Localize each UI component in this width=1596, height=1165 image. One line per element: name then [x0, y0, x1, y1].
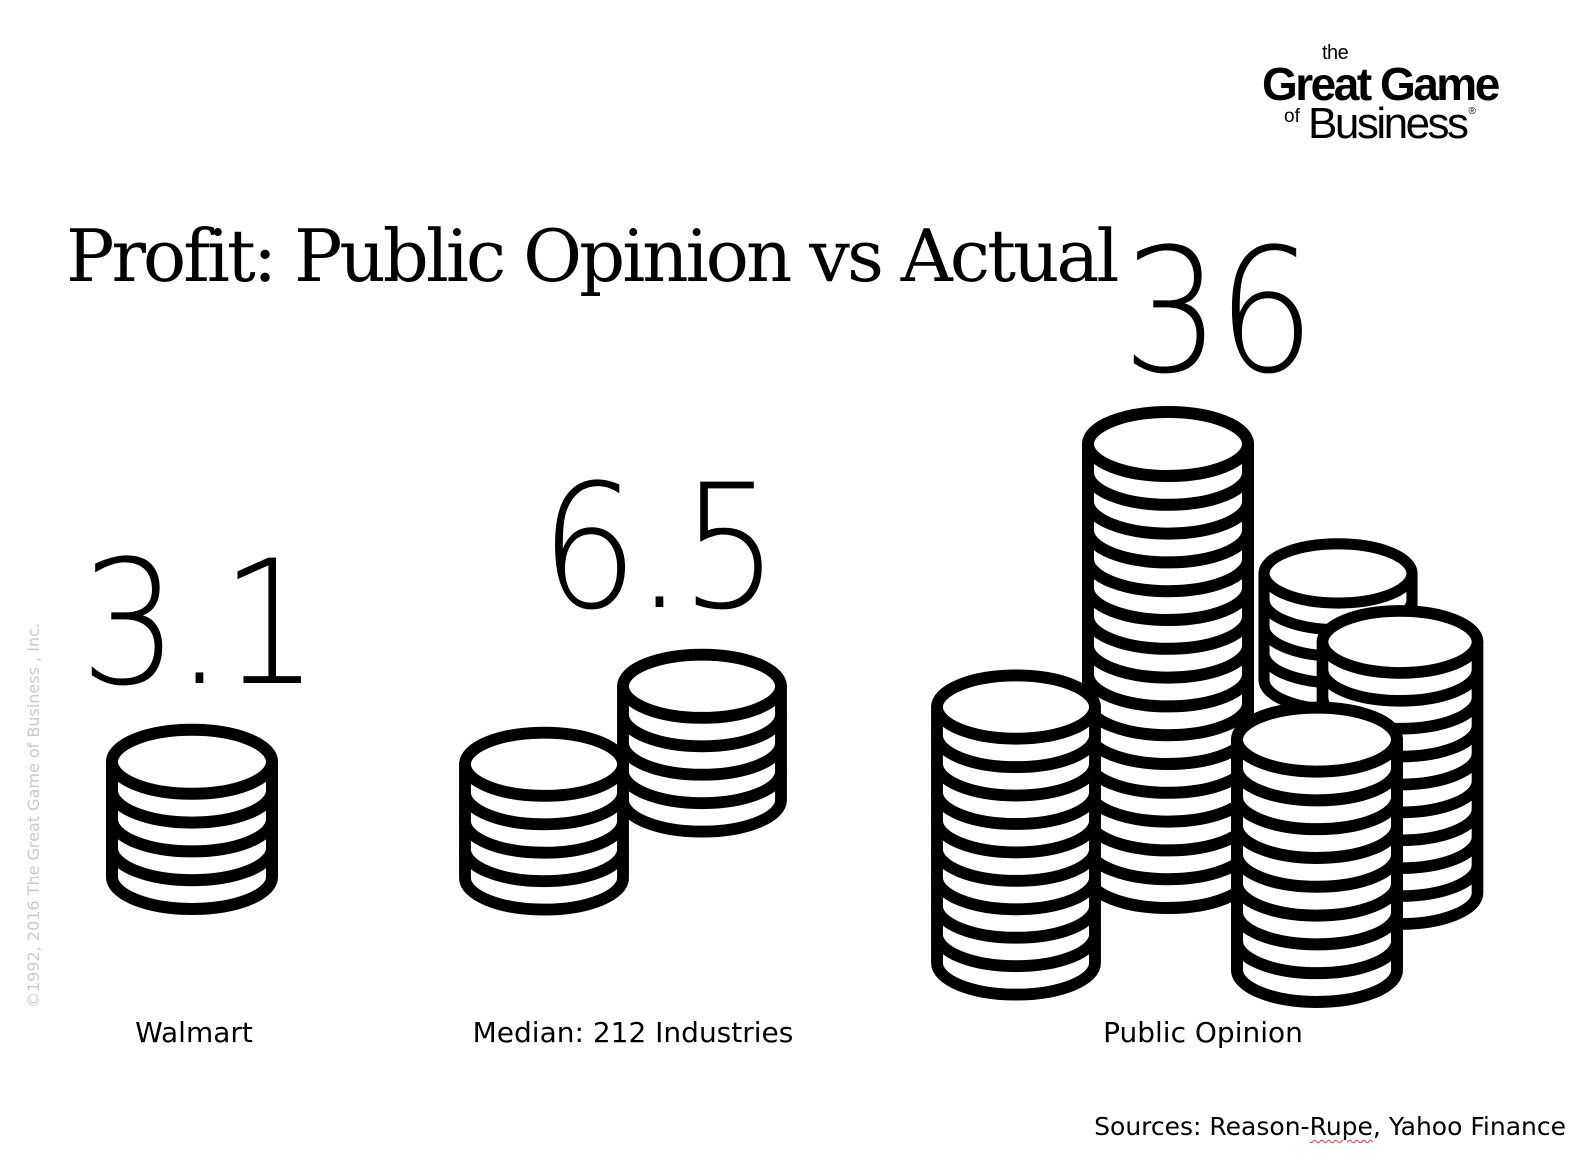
great-game-logo: the Great Game of Business ® [1262, 40, 1562, 150]
source-note: Sources: Reason-Rupe, Yahoo Finance [1094, 1112, 1566, 1141]
data-label-median: 6.5 [540, 447, 779, 648]
registered-mark: ® [1468, 106, 1476, 117]
source-prefix: Sources: Reason- [1094, 1112, 1310, 1141]
logo-of: of [1284, 106, 1300, 127]
coin-stack-icon-median-back [617, 648, 787, 838]
chart-title: Profit: Public Opinion vs Actual [66, 214, 1119, 298]
category-label-public-opinion: Public Opinion [1103, 1016, 1303, 1049]
logo-the: the [1322, 42, 1349, 64]
copyright-watermark: ©1992, 2016 The Great Game of Business ,… [24, 623, 43, 1008]
coin-stack-icon-median-front [459, 726, 629, 916]
category-label-median: Median: 212 Industries [472, 1016, 794, 1049]
source-misspelled-word: Rupe [1309, 1112, 1373, 1141]
source-rest: , Yahoo Finance [1372, 1112, 1566, 1141]
category-label-walmart: Walmart [135, 1016, 253, 1049]
logo-great-game: Great Game [1262, 58, 1500, 110]
logo-business-word: Business [1308, 99, 1469, 148]
coin-stack-icon-public-left [931, 669, 1101, 1001]
data-label-walmart: 3.1 [80, 523, 319, 724]
coin-stack-icon-public-right-front [1231, 701, 1403, 1008]
logo-business: Business ® [1308, 99, 1476, 149]
data-label-public-opinion: 36 [1122, 211, 1315, 412]
coin-stack-icon-walmart [106, 723, 278, 915]
coin-stack-icon-public-tall [1082, 406, 1254, 914]
